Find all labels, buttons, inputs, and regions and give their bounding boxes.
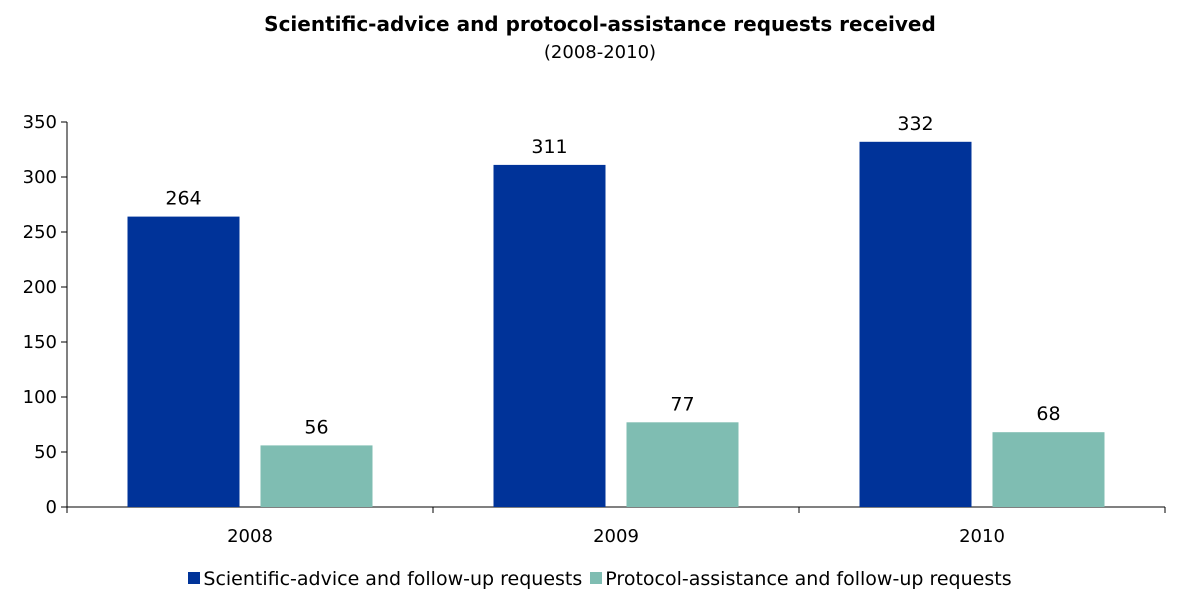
x-tick-label: 2008 xyxy=(227,526,273,547)
bar-protocol-assistance xyxy=(626,422,739,507)
y-tick-label: 350 xyxy=(23,112,57,133)
bar-protocol-assistance xyxy=(260,445,373,507)
data-label: 311 xyxy=(531,136,567,158)
legend: Scientific-advice and follow-up requests… xyxy=(0,568,1200,590)
data-label: 264 xyxy=(165,188,201,210)
bar-protocol-assistance xyxy=(992,432,1105,507)
y-tick-label: 150 xyxy=(23,332,57,353)
legend-swatch-protocol-assistance xyxy=(590,572,603,584)
legend-swatch-scientific-advice xyxy=(188,572,201,584)
data-label: 332 xyxy=(897,113,933,135)
x-tick-label: 2009 xyxy=(593,526,639,547)
bar-scientific-advice xyxy=(859,141,972,508)
y-tick-label: 200 xyxy=(23,277,57,298)
y-tick-label: 100 xyxy=(23,387,57,408)
bar-scientific-advice xyxy=(127,216,240,507)
y-tick-label: 50 xyxy=(34,442,57,463)
legend-label-scientific-advice: Scientific-advice and follow-up requests xyxy=(203,568,583,590)
legend-item-scientific-advice: Scientific-advice and follow-up requests xyxy=(188,568,582,590)
data-label: 77 xyxy=(670,393,694,415)
y-tick-label: 250 xyxy=(23,222,57,243)
chart-title: Scientific-advice and protocol-assistanc… xyxy=(264,12,936,36)
x-tick-label: 2010 xyxy=(959,526,1005,547)
legend-label-protocol-assistance: Protocol-assistance and follow-up reques… xyxy=(605,568,1012,590)
chart-subtitle: (2008-2010) xyxy=(543,42,657,63)
y-tick-label: 0 xyxy=(46,497,57,518)
data-label: 68 xyxy=(1036,403,1060,425)
legend-item-protocol-assistance: Protocol-assistance and follow-up reques… xyxy=(590,568,1012,590)
y-tick-label: 300 xyxy=(23,167,57,188)
data-label: 56 xyxy=(304,416,328,438)
bar-scientific-advice xyxy=(493,164,606,507)
